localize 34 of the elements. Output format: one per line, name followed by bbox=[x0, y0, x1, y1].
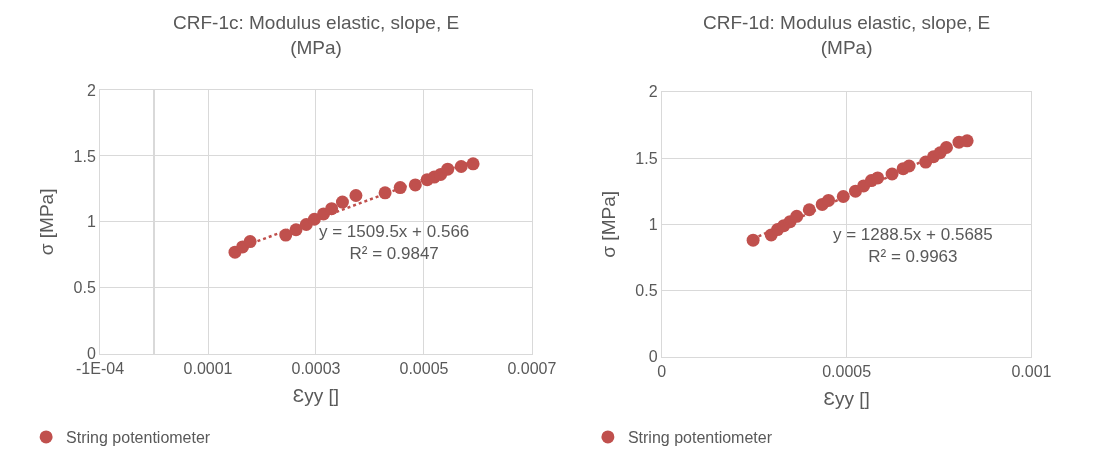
x-tick-label: 0.0001 bbox=[183, 359, 233, 377]
y-tick-label: 1 bbox=[86, 213, 96, 231]
chart-title: CRF-1d: Modulus elastic, slope, E (MPa) bbox=[703, 12, 991, 58]
y-tick-label: 2 bbox=[86, 81, 96, 99]
point bbox=[939, 140, 953, 154]
x-tick-label: 0.001 bbox=[1011, 362, 1052, 380]
point bbox=[960, 134, 974, 148]
y-tick-label: 1.5 bbox=[73, 147, 96, 165]
x-tick-label: 0.0005 bbox=[399, 359, 449, 377]
point bbox=[335, 195, 349, 209]
x-axis-title: Ɛyy [] bbox=[292, 384, 340, 406]
y-tick-label: 0 bbox=[648, 348, 658, 366]
point bbox=[349, 188, 363, 202]
y-axis-title: σ [MPa] bbox=[598, 190, 620, 258]
point bbox=[871, 171, 885, 185]
x-axis-title: Ɛyy [] bbox=[823, 387, 870, 409]
y-tick-label: 1 bbox=[648, 215, 658, 233]
annotation: R² = 0.9847 bbox=[349, 244, 439, 264]
legend-label: String potentiometer bbox=[627, 429, 773, 447]
annotation: y = 1509.5x + 0.566 bbox=[319, 222, 470, 241]
y-tick-label: 2 bbox=[648, 83, 658, 101]
x-tick-label: 0.0005 bbox=[822, 362, 872, 380]
y-tick-label: 1.5 bbox=[635, 149, 658, 167]
x-tick-label: 0.0007 bbox=[507, 359, 557, 377]
y-tick-label: 0.5 bbox=[635, 282, 658, 300]
y-axis-title: σ [MPa] bbox=[36, 188, 58, 256]
y-tick-label: 0.5 bbox=[73, 279, 96, 297]
chart-title: CRF-1c: Modulus elastic, slope, E (MPa) bbox=[173, 12, 460, 58]
annotation: R² = 0.9963 bbox=[868, 247, 958, 267]
annotation: y = 1288.5x + 0.5685 bbox=[833, 225, 993, 244]
point bbox=[822, 193, 836, 207]
x-tick-label: 0.0003 bbox=[291, 359, 341, 377]
point bbox=[746, 233, 760, 247]
legend-label: String potentiometer bbox=[66, 429, 211, 447]
